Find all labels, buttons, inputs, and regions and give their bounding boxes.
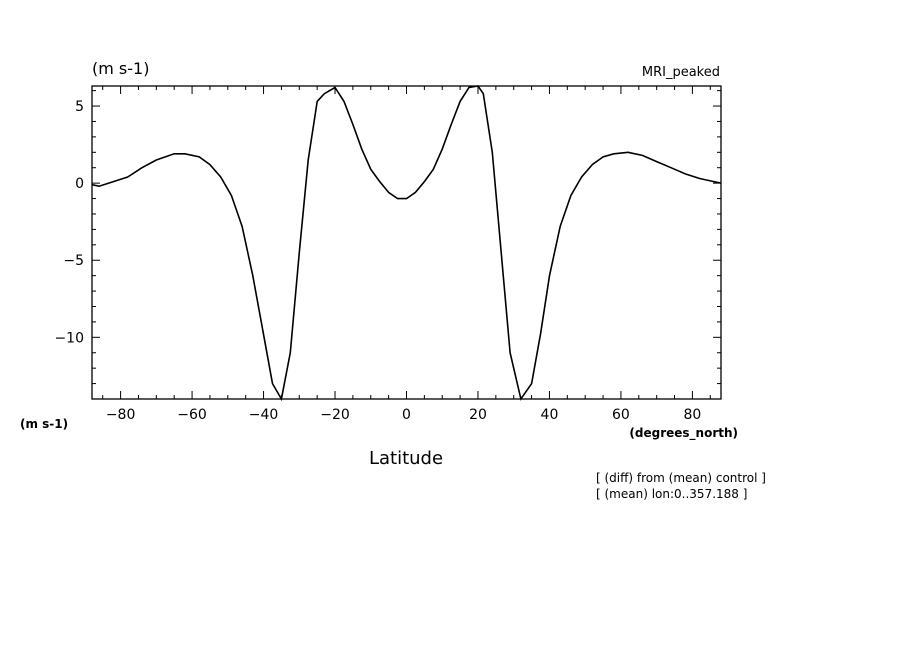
x-units-label: (degrees_north) [629,426,738,441]
y-units-label: (m s-1) [20,417,68,431]
plot-frame [91,85,722,400]
chart-title: MRI_peaked [642,65,720,80]
y-tick-label: −10 [54,330,84,346]
x-tick-label: −20 [320,407,350,423]
x-tick-label: 80 [683,407,701,423]
x-tick-label: 60 [612,407,630,423]
x-axis-title: Latitude [369,448,443,469]
x-tick-label: 20 [469,407,487,423]
annotation-mean: [ (mean) lon:0..357.188 ] [596,487,747,501]
y-tick-label: −5 [63,253,84,269]
x-tick-label: 40 [541,407,559,423]
x-tick-label: −80 [106,407,136,423]
series-line [91,85,722,402]
y-tick-label: 5 [75,99,84,115]
annotation-diff: [ (diff) from (mean) control ] [596,471,766,485]
x-tick-label: −40 [249,407,279,423]
x-tick-label: 0 [402,407,411,423]
chart-units-top: (m s-1) [92,59,149,78]
y-tick-label: 0 [75,176,84,192]
x-tick-label: −60 [177,407,207,423]
